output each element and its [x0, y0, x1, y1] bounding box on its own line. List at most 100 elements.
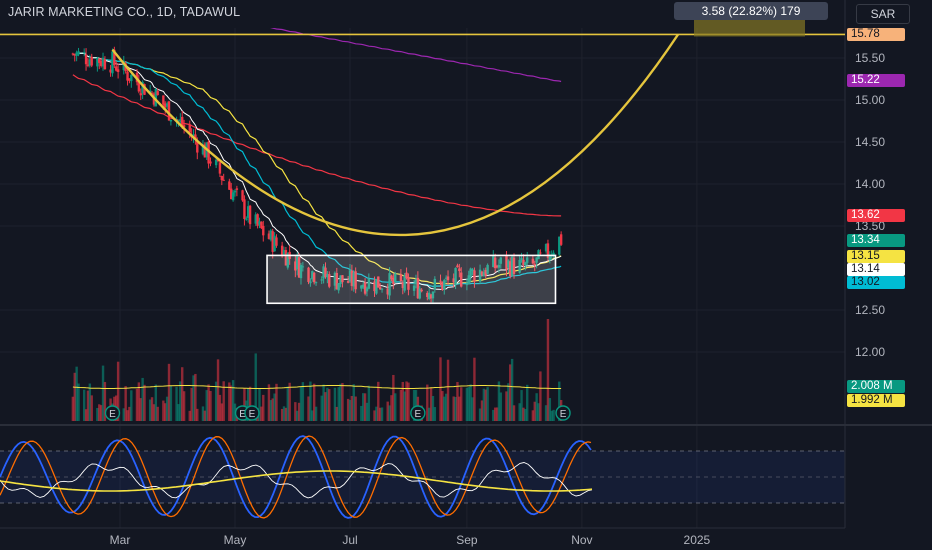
candle-body	[380, 288, 384, 290]
candle-body	[552, 252, 555, 257]
candle-body	[378, 287, 382, 290]
candle-body	[248, 205, 252, 225]
time-tick-label: 2025	[684, 533, 711, 547]
volume-bar	[535, 393, 538, 421]
volume-bar	[486, 387, 489, 421]
candle-body	[350, 270, 354, 286]
volume-bar	[258, 388, 261, 421]
candle-body	[492, 255, 495, 267]
volume-bar	[248, 386, 252, 421]
volume-bar	[377, 381, 380, 421]
candle-body	[181, 116, 184, 127]
earnings-marker-label: E	[109, 409, 116, 420]
volume-bar	[196, 408, 199, 421]
candle-body	[518, 259, 521, 273]
candle-body	[256, 214, 259, 226]
volume-bar	[493, 407, 497, 421]
volume-bar	[301, 382, 305, 421]
volume-bar	[82, 389, 86, 421]
price-tick-label: 15.50	[855, 51, 885, 65]
volume-bar	[286, 386, 289, 421]
volume-bar	[390, 395, 393, 421]
volume-bar	[446, 359, 450, 421]
candle-body	[115, 66, 118, 71]
volume-bar	[333, 387, 337, 421]
candle-body	[137, 80, 141, 92]
volume-bar	[509, 364, 512, 421]
volume-bar	[243, 388, 246, 421]
volume-bar	[401, 381, 404, 421]
symbol-title[interactable]: JARIR MARKETING CO., 1D, TADAWUL	[8, 5, 241, 19]
volume-bar	[386, 401, 389, 421]
price-axis[interactable]: 15.50 15.00 14.50 14.00 13.50 12.50 12.00	[855, 51, 885, 359]
measure-label: 3.58 (22.82%) 179	[674, 2, 828, 20]
volume-bar	[373, 410, 376, 421]
volume-bar	[518, 403, 521, 421]
candle-body	[495, 265, 499, 268]
candle-body	[165, 103, 169, 107]
stoch-band	[0, 451, 845, 503]
volume-bar	[558, 381, 561, 421]
candle-body	[352, 272, 355, 287]
candle-body	[284, 250, 288, 266]
volume-bar	[426, 384, 429, 421]
candle-body	[469, 268, 472, 277]
candle-body	[505, 255, 508, 270]
candle-body	[164, 103, 167, 108]
candle-body	[375, 278, 378, 294]
candle-body	[177, 120, 180, 122]
volume-bar	[484, 389, 487, 421]
volume-bar	[354, 396, 357, 421]
volume-bar	[246, 388, 250, 421]
time-axis[interactable]: Mar May Jul Sep Nov 2025	[110, 533, 711, 547]
time-tick-label: Sep	[456, 533, 478, 547]
volume-bar	[473, 357, 476, 421]
volume-bar	[228, 382, 231, 421]
candle-body	[130, 74, 133, 82]
volume-bar	[512, 405, 516, 421]
candle-body	[367, 279, 371, 289]
candle-body	[207, 141, 210, 164]
price-tick-label: 14.00	[855, 177, 885, 191]
candle-body	[414, 279, 418, 285]
volume-bar	[380, 407, 384, 421]
volume-bar	[405, 381, 408, 421]
volume-bar	[192, 375, 195, 421]
volume-badge-volume-ma: 1.992 M	[847, 394, 905, 407]
candle-body	[182, 125, 186, 128]
candle-body	[235, 188, 239, 190]
volume-bar	[73, 372, 76, 421]
candle-body	[228, 181, 231, 190]
candle-body	[297, 257, 301, 278]
volume-bar	[203, 410, 207, 421]
volume-bar	[280, 408, 284, 421]
volume-bar	[469, 384, 472, 421]
volume-bar	[465, 387, 469, 421]
volume-bars	[71, 319, 563, 421]
candle-body	[222, 179, 225, 181]
price-tick-label: 14.50	[855, 135, 885, 149]
candle-body	[307, 267, 310, 282]
volume-bar	[90, 395, 93, 421]
volume-bar	[412, 389, 416, 421]
candle-body	[354, 271, 357, 290]
candle-body	[471, 269, 474, 272]
candle-body	[103, 59, 107, 70]
volume-bar	[222, 381, 225, 421]
candles	[71, 46, 563, 303]
volume-bar	[456, 381, 459, 421]
volume-bar	[507, 383, 510, 421]
volume-bar	[150, 397, 154, 421]
volume-bar	[454, 396, 457, 421]
candle-body	[245, 218, 248, 220]
candle-body	[214, 159, 218, 166]
candle-body	[539, 252, 542, 254]
candle-body	[260, 221, 263, 229]
volume-bar	[262, 394, 265, 421]
volume-bar	[260, 406, 263, 421]
candle-body	[296, 256, 299, 270]
candle-body	[139, 93, 142, 96]
volume-bar	[367, 385, 371, 421]
currency-button[interactable]: SAR	[856, 4, 910, 24]
